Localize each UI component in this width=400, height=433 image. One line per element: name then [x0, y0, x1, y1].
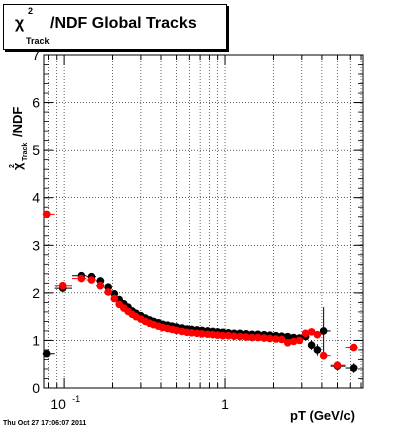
title-text: /NDF Global Tracks — [50, 15, 197, 32]
y-tick-label: 3 — [32, 237, 40, 253]
x-tick-label-exponent: -1 — [72, 394, 80, 404]
data-point — [319, 327, 328, 335]
x-tick-label: 10 — [50, 396, 66, 412]
data-point — [198, 329, 206, 338]
data-point — [236, 332, 244, 341]
data-point — [319, 351, 328, 360]
series-red-points — [42, 210, 358, 369]
data-point — [266, 334, 274, 343]
data-point — [87, 276, 96, 284]
plot-frame — [43, 54, 364, 389]
data-point — [283, 332, 292, 341]
data-point — [248, 333, 256, 342]
y-axis-label: χ 2 Track /NDF — [9, 107, 29, 170]
grid-lines — [44, 55, 363, 388]
data-point — [42, 349, 51, 358]
title-symbol: χ — [15, 15, 25, 32]
data-point — [295, 336, 304, 345]
ylabel-superscript: 2 — [9, 164, 16, 168]
data-point — [242, 333, 250, 341]
data-point — [349, 343, 358, 352]
ylabel-symbol: χ — [10, 162, 25, 170]
data-point — [42, 210, 51, 219]
y-tick-label: 1 — [32, 332, 40, 348]
ylabel-ndf: /NDF — [10, 107, 25, 137]
x-axis-label: pT (GeV/c) — [290, 408, 356, 423]
data-point — [58, 281, 67, 290]
data-point — [307, 341, 316, 349]
y-tick-label: 4 — [32, 190, 40, 206]
tick-marks — [44, 54, 363, 389]
data-point — [313, 330, 322, 339]
data-point — [301, 329, 310, 338]
x-tick-label: 1 — [221, 396, 229, 412]
data-point — [254, 333, 262, 342]
title-subscript: Track — [26, 36, 50, 46]
y-tick-label: 2 — [32, 285, 40, 301]
data-point — [224, 331, 233, 340]
data-point — [110, 294, 119, 303]
axes — [43, 54, 364, 389]
chart-title-box: χ 2 Track /NDF Global Tracks — [3, 4, 227, 50]
data-point — [230, 332, 238, 340]
data-point — [283, 339, 292, 347]
y-tick-label: 6 — [32, 95, 40, 111]
ylabel-subscript: Track — [22, 143, 29, 161]
data-point — [260, 334, 268, 342]
title-superscript: 2 — [28, 6, 34, 16]
data-point — [96, 281, 105, 290]
y-tick-label: 5 — [32, 142, 40, 158]
data-point — [307, 328, 316, 336]
data-point — [313, 346, 322, 354]
data-point — [289, 337, 298, 346]
y-tick-label: 7 — [32, 47, 40, 63]
tick-labels: 0 1 2 3 4 5 6 7 10 -1 1 — [32, 47, 229, 412]
data-point — [333, 361, 342, 369]
y-tick-label: 0 — [32, 380, 40, 396]
data-point — [272, 335, 280, 343]
data-point — [77, 274, 86, 283]
data-point — [219, 331, 227, 340]
footer-timestamp: Thu Oct 27 17:06:07 2011 — [3, 420, 87, 427]
data-point — [104, 288, 113, 296]
data-point — [277, 335, 286, 344]
data-point — [349, 364, 358, 372]
